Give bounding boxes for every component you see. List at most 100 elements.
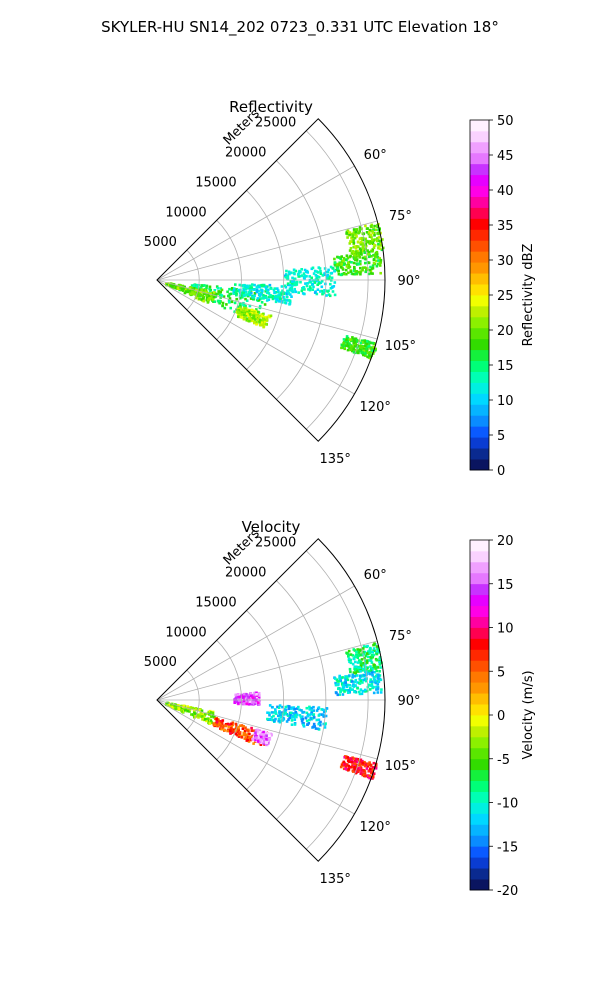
colorbar-tick-label: -10 <box>497 797 518 812</box>
echo-gate <box>378 257 381 260</box>
colorbar-tick-label: 5 <box>497 665 505 680</box>
echo-gate <box>353 764 356 768</box>
echo-gate <box>367 255 371 259</box>
echo-gate <box>293 723 297 726</box>
echo-gate <box>315 292 319 296</box>
echo-gate <box>258 320 261 324</box>
echo-gate <box>362 232 366 235</box>
echo-gate <box>244 287 248 291</box>
colorbar-swatch <box>470 207 489 219</box>
echo-region <box>164 701 216 725</box>
echo-gate <box>355 235 358 238</box>
echo-gate <box>365 652 369 655</box>
echo-gate <box>313 291 317 294</box>
echo-gate <box>353 668 357 672</box>
colorbar-label: Velocity (m/s) <box>521 670 536 759</box>
echo-gate <box>258 292 261 296</box>
echo-gate <box>277 714 280 717</box>
echo-gate <box>365 268 368 271</box>
echo-gate <box>247 314 250 317</box>
azimuth-gridline <box>156 699 378 760</box>
echo-gate <box>274 708 277 711</box>
echo-gate <box>362 645 366 648</box>
echo-gate <box>375 674 378 678</box>
echo-gate <box>376 224 379 227</box>
echo-gate <box>221 724 225 727</box>
echo-gate <box>239 288 242 292</box>
echo-gate <box>258 285 261 289</box>
echo-gate <box>214 723 217 726</box>
echo-gate <box>325 277 329 280</box>
echo-gate <box>378 670 381 673</box>
echo-gate <box>381 238 384 241</box>
echo-gate <box>325 294 328 297</box>
echo-gate <box>262 325 265 329</box>
echo-gate <box>361 763 364 766</box>
echo-gate <box>306 723 309 726</box>
echo-gate <box>223 306 227 310</box>
echo-gate <box>256 732 260 736</box>
echo-gate <box>221 719 225 722</box>
echo-gate <box>360 658 364 661</box>
echo-gate <box>222 295 226 298</box>
echo-gate <box>202 299 206 303</box>
echo-gate <box>307 288 310 291</box>
echo-gate <box>371 686 375 690</box>
echo-gate <box>359 262 362 266</box>
echo-gate <box>359 346 362 349</box>
echo-gate <box>312 705 315 709</box>
echo-gate <box>293 718 297 721</box>
azimuth-gridline <box>156 220 378 281</box>
colorbar-tick-label: 10 <box>497 622 514 637</box>
echo-gate <box>374 347 377 351</box>
echo-gate <box>290 282 294 286</box>
echo-gate <box>375 688 378 691</box>
echo-gate <box>196 291 200 294</box>
echo-gate <box>340 255 343 258</box>
colorbar-swatch <box>470 693 489 705</box>
echo-gate <box>366 666 370 669</box>
echo-gate <box>191 706 194 710</box>
echo-gate <box>362 661 365 665</box>
echo-gate <box>266 711 269 714</box>
echo-gate <box>261 323 265 326</box>
echo-gate <box>248 288 252 292</box>
echo-gate <box>330 279 333 282</box>
echo-gate <box>201 715 204 718</box>
echo-gate <box>233 701 237 704</box>
reflectivity-panel: Reflectivity60°75°90°105°120°135°5000100… <box>144 98 536 479</box>
colorbar-swatch <box>470 649 489 661</box>
echo-gate <box>317 275 321 279</box>
echo-gate <box>343 347 346 351</box>
echo-gate <box>351 235 355 239</box>
echo-gate <box>348 687 352 690</box>
echo-gate <box>364 659 367 663</box>
echo-gate <box>290 719 294 722</box>
echo-gate <box>320 708 323 711</box>
echo-gate <box>345 335 349 338</box>
echo-gate <box>370 223 373 227</box>
echo-gate <box>260 284 264 288</box>
echo-gate <box>177 706 181 710</box>
echo-gate <box>203 718 207 721</box>
echo-gate <box>359 260 362 263</box>
echo-gate <box>240 311 244 314</box>
echo-gate <box>240 316 244 319</box>
echo-gate <box>200 298 203 301</box>
echo-gate <box>242 692 246 696</box>
echo-gate <box>319 720 322 724</box>
echo-gate <box>349 338 352 341</box>
echo-gate <box>248 293 252 297</box>
echo-gate <box>347 649 351 653</box>
echo-gate <box>366 355 369 359</box>
echo-gate <box>379 261 382 264</box>
echo-gate <box>245 312 249 316</box>
echo-gate <box>248 286 252 290</box>
echo-gate <box>271 718 275 722</box>
echo-gate <box>298 714 302 717</box>
echo-gate <box>352 269 356 272</box>
echo-gate <box>371 669 374 672</box>
echo-gate <box>256 735 260 738</box>
echo-gate <box>250 288 254 291</box>
echo-gate <box>276 296 279 300</box>
